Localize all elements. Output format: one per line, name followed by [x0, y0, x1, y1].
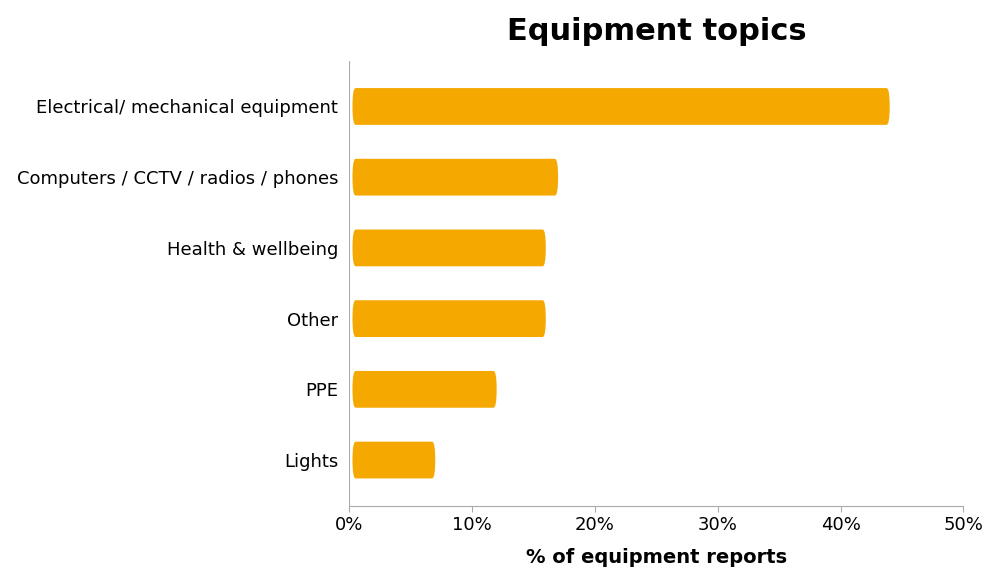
FancyBboxPatch shape	[352, 371, 497, 408]
FancyBboxPatch shape	[352, 230, 546, 266]
X-axis label: % of equipment reports: % of equipment reports	[526, 548, 787, 567]
FancyBboxPatch shape	[352, 88, 890, 125]
Title: Equipment topics: Equipment topics	[507, 17, 806, 46]
FancyBboxPatch shape	[352, 442, 435, 478]
FancyBboxPatch shape	[352, 159, 558, 196]
FancyBboxPatch shape	[352, 300, 546, 337]
